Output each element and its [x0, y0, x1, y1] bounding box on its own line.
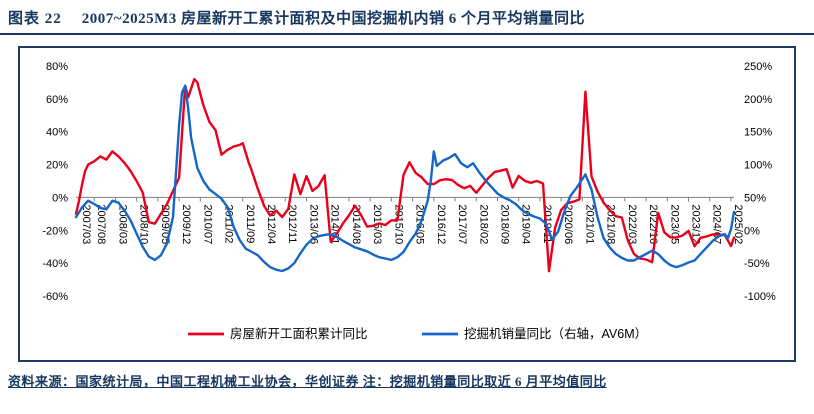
left-axis-label: 40% — [46, 127, 68, 139]
excavator-sales-line — [74, 84, 736, 273]
x-tick-label: 2020/06 — [562, 204, 574, 244]
x-tick-label: 2018/09 — [498, 204, 510, 244]
x-tick-label: 2012/11 — [286, 204, 298, 243]
x-tick-label: 2014/08 — [350, 204, 362, 244]
x-tick-label: 2009/12 — [180, 204, 192, 244]
x-tick-label: 2023/05 — [668, 204, 680, 244]
right-axis-label: 200% — [744, 94, 772, 106]
x-tick-label: 2018/02 — [477, 204, 489, 244]
x-tick-label: 2015/10 — [392, 204, 404, 244]
left-axis-label: -60% — [42, 291, 68, 303]
housing-starts-line — [74, 77, 736, 273]
source-note: 资料来源：国家统计局，中国工程机械工业协会，华创证券 注：挖掘机销量同比取近 6… — [8, 374, 607, 389]
report-figure: 图表 22 2007~2025M3 房屋新开工累计面积及中国挖掘机内销 6 个月… — [0, 0, 814, 389]
x-tick-label: 2013/06 — [307, 204, 319, 244]
left-axis-label: 80% — [46, 61, 68, 73]
right-axis-label: 0% — [744, 225, 760, 237]
left-axis-label: 0% — [52, 192, 68, 204]
left-axis-label: -40% — [42, 258, 68, 270]
x-tick-label: 2022/03 — [626, 204, 638, 244]
x-tick-label: 2007/08 — [95, 204, 107, 244]
x-tick-label: 2025/02 — [732, 204, 744, 244]
legend-label: 房屋新开工面积累计同比 — [230, 326, 368, 341]
x-tick-label: 2008/03 — [116, 204, 128, 244]
legend-label: 挖掘机销量同比（右轴，AV6M） — [464, 326, 647, 341]
x-tick-label: 2007/03 — [80, 204, 92, 244]
left-axis-label: -20% — [42, 225, 68, 237]
right-axis-label: 50% — [744, 192, 766, 204]
left-axis-label: 20% — [46, 160, 68, 172]
figure-header: 图表 22 2007~2025M3 房屋新开工累计面积及中国挖掘机内销 6 个月… — [0, 0, 814, 35]
x-tick-label: 2010/07 — [201, 204, 213, 244]
x-tick-label: 2011/02 — [223, 204, 235, 243]
x-tick-label: 2023/12 — [690, 204, 702, 244]
dual-axis-line-chart: 2007/03 2007/08 2008/03 2008/10 2009/05 2009/… — [42, 61, 776, 341]
left-axis-label: 60% — [46, 94, 68, 106]
right-axis-label: -100% — [744, 291, 776, 303]
right-axis-label: 100% — [744, 160, 772, 172]
right-axis-label: -50% — [744, 258, 770, 270]
x-tick-label: 2016/12 — [435, 204, 447, 244]
right-axis-label: 250% — [744, 61, 772, 73]
x-tick-label: 2011/09 — [244, 204, 256, 243]
x-tick-label: 2017/07 — [456, 204, 468, 244]
x-tick-label: 2021/01 — [583, 204, 595, 244]
chart-container: 2007/03 2007/08 2008/03 2008/10 2009/05 2009/… — [18, 46, 796, 362]
figure-title: 2007~2025M3 房屋新开工累计面积及中国挖掘机内销 6 个月平均销量同比 — [81, 11, 585, 27]
figure-label: 图表 22 — [8, 11, 62, 27]
right-axis-label: 150% — [744, 127, 772, 139]
